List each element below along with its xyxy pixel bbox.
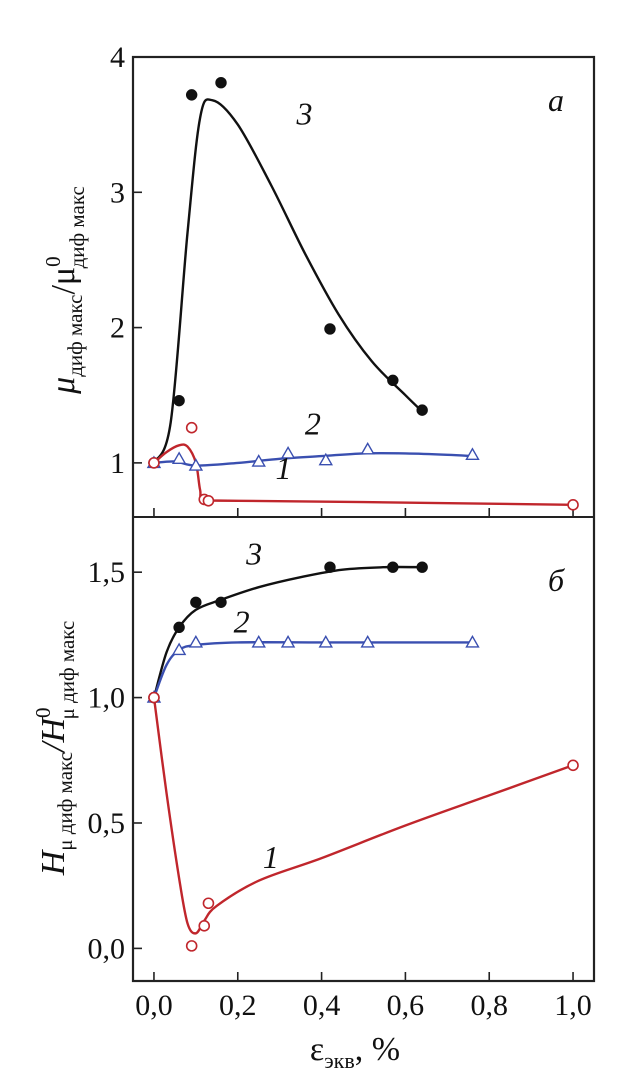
series-2-label: 2	[234, 603, 250, 639]
panel-a-series-labels: 3 21	[275, 96, 320, 486]
y-tick-label: 4	[110, 41, 125, 74]
series-3-label: 3	[295, 96, 312, 132]
series-3-point	[173, 621, 185, 634]
panel-b-series-labels: 3 2 1	[234, 536, 279, 875]
series-2-point	[360, 634, 375, 648]
series-3-point	[416, 561, 428, 573]
panel-b-label: б	[548, 562, 565, 598]
series-2-point	[188, 458, 204, 471]
panel-a-curves	[152, 98, 575, 506]
series-2-curve	[152, 641, 474, 699]
panel-a-markers	[146, 77, 579, 511]
series-1-point	[148, 691, 160, 704]
panel-a-y-axis-label: μдиф макс/μ0диф макс	[41, 186, 89, 395]
series-3-curve	[152, 98, 424, 465]
series-1-point	[202, 494, 215, 507]
y-tick-label: 1,0	[88, 682, 126, 715]
series-3-point	[324, 323, 336, 335]
series-2-point	[188, 634, 204, 648]
series-2-point	[318, 452, 333, 466]
series-2-point	[171, 642, 187, 656]
series-2-label: 2	[305, 405, 321, 441]
panel-b-curves	[152, 565, 575, 935]
series-1-curve	[152, 443, 575, 506]
x-tick-label: 0,2	[219, 989, 257, 1022]
series-3-point	[416, 404, 428, 416]
series-2-point	[251, 634, 266, 648]
x-tick-label: 0,6	[387, 989, 425, 1022]
x-tick-label: 0,4	[303, 989, 341, 1022]
panel-b-markers	[146, 561, 579, 952]
series-1-point	[567, 759, 579, 772]
series-3-point	[185, 89, 198, 101]
series-1-point	[198, 920, 211, 932]
series-3-point	[387, 374, 399, 387]
series-2-point	[465, 634, 480, 648]
x-tick-label: 0,8	[470, 989, 508, 1022]
series-1-point	[567, 499, 579, 511]
series-1-point	[148, 457, 160, 469]
panel-b: 0,0 0,5 1,0 1,5 0,0 0,2 0,4 0,6 0,8 1,0 3 2 1 б Hμ …	[31, 536, 592, 1073]
y-tick-label: 1	[110, 447, 125, 480]
panel-b-ticks: 0,0 0,5 1,0 1,5 0,0 0,2 0,4 0,6 0,8 1,0	[88, 556, 592, 1022]
x-tick-label: 1,0	[554, 989, 592, 1022]
series-3-point	[324, 561, 336, 573]
y-tick-label: 2	[110, 312, 125, 345]
panel-a-label: а	[548, 82, 564, 118]
series-1-point	[202, 897, 215, 910]
series-1-point	[185, 940, 198, 952]
plot-frame	[131, 55, 596, 983]
series-1-label: 1	[275, 450, 291, 486]
series-1-label: 1	[263, 839, 279, 875]
y-tick-label: 3	[110, 176, 125, 209]
y-tick-label: 1,5	[88, 556, 126, 589]
x-tick-label: 0,0	[135, 989, 173, 1022]
y-tick-label: 0,5	[88, 807, 126, 840]
series-2-point	[280, 446, 296, 459]
series-2-point	[318, 634, 333, 648]
series-2-curve	[152, 451, 474, 467]
series-2-point	[251, 454, 266, 467]
panel-b-y-axis-label: Hμ диф макс/H0μ диф макс	[31, 621, 79, 877]
series-2-point	[171, 451, 187, 465]
series-1-curve	[152, 696, 575, 935]
series-3-point	[387, 561, 399, 573]
series-3-point	[190, 596, 202, 608]
y-tick-label: 0,0	[88, 932, 126, 965]
series-3-point	[173, 394, 185, 407]
panel-b-x-axis-label: εэкв, %	[310, 1031, 400, 1073]
series-3-label: 3	[245, 536, 262, 572]
series-2-point	[280, 634, 296, 648]
series-3-curve	[152, 565, 424, 699]
series-1-point	[185, 421, 198, 434]
series-2-point	[465, 447, 480, 460]
series-3-point	[215, 596, 227, 608]
series-2-point	[360, 441, 375, 455]
series-3-point	[215, 77, 227, 89]
